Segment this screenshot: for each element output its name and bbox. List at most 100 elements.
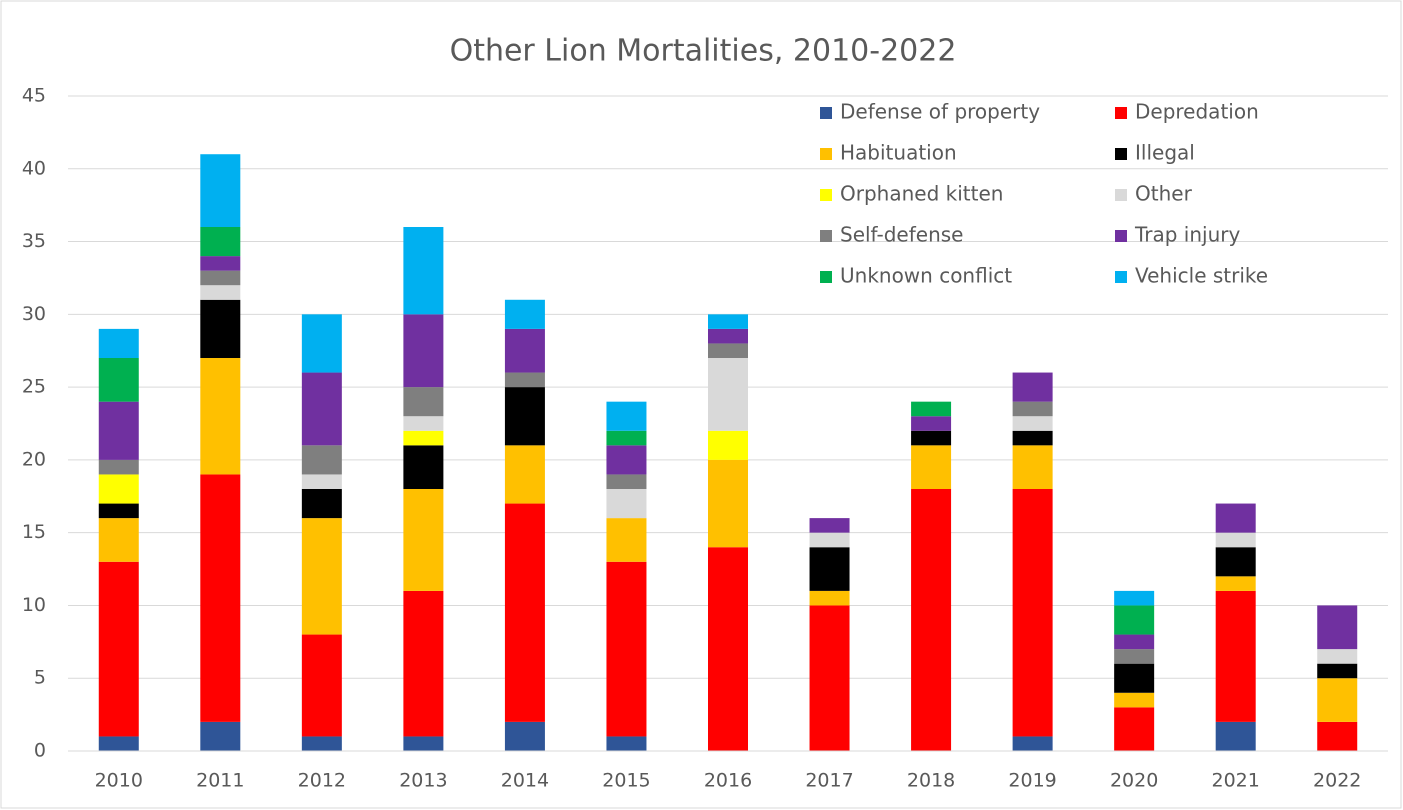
bar-segment <box>403 590 444 737</box>
bar-segment <box>301 372 342 446</box>
x-tick-label: 2017 <box>805 770 853 792</box>
y-tick-label: 10 <box>22 594 46 616</box>
bar-segment <box>911 445 952 489</box>
bar-segment <box>301 445 342 475</box>
bar-segment <box>606 518 647 562</box>
bar-segment <box>98 518 139 562</box>
bar-segment <box>708 459 748 548</box>
bar-segment <box>403 227 444 315</box>
legend-swatch <box>820 271 832 283</box>
bar-segment <box>606 489 647 519</box>
bar-segment <box>200 721 241 751</box>
bar-segment <box>1215 576 1256 591</box>
x-tick-label: 2013 <box>399 770 447 792</box>
bar-segment <box>1215 547 1256 577</box>
bar-segment <box>911 489 952 751</box>
bar-segment <box>301 314 342 373</box>
y-tick-label: 20 <box>22 448 46 470</box>
legend-swatch <box>820 107 832 119</box>
bar-segment <box>98 474 139 504</box>
bar-segment <box>1114 634 1155 650</box>
bar-segment <box>1317 649 1358 664</box>
x-tick-label: 2020 <box>1110 770 1158 792</box>
bar-segment <box>200 154 241 227</box>
bar-segment <box>606 736 647 751</box>
bar-segment <box>301 474 342 489</box>
bar-segment <box>1215 721 1256 751</box>
bar-segment <box>606 430 647 446</box>
bar-segment <box>809 518 850 533</box>
bar-segment <box>1317 663 1358 679</box>
bar-segment <box>1114 707 1155 751</box>
bar-segment <box>200 474 241 722</box>
bar-segment <box>1012 401 1053 417</box>
bar-segment <box>1012 372 1053 402</box>
legend-label: Habituation <box>840 141 957 165</box>
bar-segment <box>98 401 139 460</box>
bar-segment <box>606 445 647 475</box>
x-tick-label: 2010 <box>95 770 143 792</box>
bar-segment <box>98 459 139 475</box>
bar-segment <box>1114 649 1155 664</box>
bar-segment <box>1317 721 1358 751</box>
y-tick-label: 30 <box>22 303 46 325</box>
legend-label: Vehicle strike <box>1135 264 1268 288</box>
bar-segment <box>1012 416 1053 431</box>
bar-segment <box>911 416 952 431</box>
bar-segment <box>1215 590 1256 722</box>
bar-segment <box>1012 736 1053 751</box>
legend-swatch <box>820 230 832 242</box>
x-tick-label: 2015 <box>602 770 650 792</box>
bar-segment <box>1114 605 1155 635</box>
legend-swatch <box>1115 148 1127 160</box>
y-tick-label: 40 <box>22 157 46 179</box>
bar-segment <box>1317 678 1358 722</box>
bar-segment <box>504 387 545 446</box>
bar-segment <box>911 401 952 417</box>
bar-segment <box>1012 445 1053 489</box>
x-tick-label: 2018 <box>907 770 955 792</box>
bar-segment <box>606 401 647 431</box>
bar-segment <box>403 736 444 751</box>
bar-segment <box>1114 663 1155 693</box>
x-tick-label: 2011 <box>196 770 244 792</box>
y-tick-label: 45 <box>22 85 46 107</box>
bar-segment <box>98 358 139 402</box>
bar-segment <box>708 430 748 460</box>
y-tick-label: 25 <box>22 376 46 398</box>
x-tick-label: 2022 <box>1313 770 1361 792</box>
legend-label: Self-defense <box>840 223 963 247</box>
bar-segment <box>403 314 444 388</box>
bar-segment <box>301 518 342 635</box>
x-tick-label: 2021 <box>1212 770 1260 792</box>
x-tick-label: 2014 <box>501 770 549 792</box>
bar-segment <box>504 328 545 373</box>
legend-label: Defense of property <box>840 100 1040 124</box>
legend-swatch <box>1115 107 1127 119</box>
bar-segment <box>403 489 444 591</box>
bar-segment <box>1012 430 1053 446</box>
bar-segment <box>504 503 545 722</box>
x-tick-label: 2012 <box>298 770 346 792</box>
y-tick-label: 15 <box>22 521 46 543</box>
bar-segment <box>200 299 241 358</box>
bar-segment <box>1215 503 1256 533</box>
bar-segment <box>504 299 545 329</box>
y-tick-label: 0 <box>34 740 46 762</box>
bar-segment <box>301 736 342 751</box>
bar-segment <box>200 270 241 286</box>
bar-segment <box>1114 590 1155 606</box>
y-tick-label: 35 <box>22 230 46 252</box>
bar-segment <box>200 256 241 271</box>
legend-swatch <box>1115 271 1127 283</box>
bar-segment <box>606 474 647 489</box>
bar-segment <box>504 721 545 751</box>
bar-segment <box>200 358 241 475</box>
bar-segment <box>403 387 444 417</box>
legend-label: Depredation <box>1135 100 1259 124</box>
legend-swatch <box>820 148 832 160</box>
chart-title: Other Lion Mortalities, 2010-2022 <box>450 34 957 69</box>
bar-segment <box>301 489 342 519</box>
bar-segment <box>1012 489 1053 737</box>
bar-segment <box>809 590 850 606</box>
